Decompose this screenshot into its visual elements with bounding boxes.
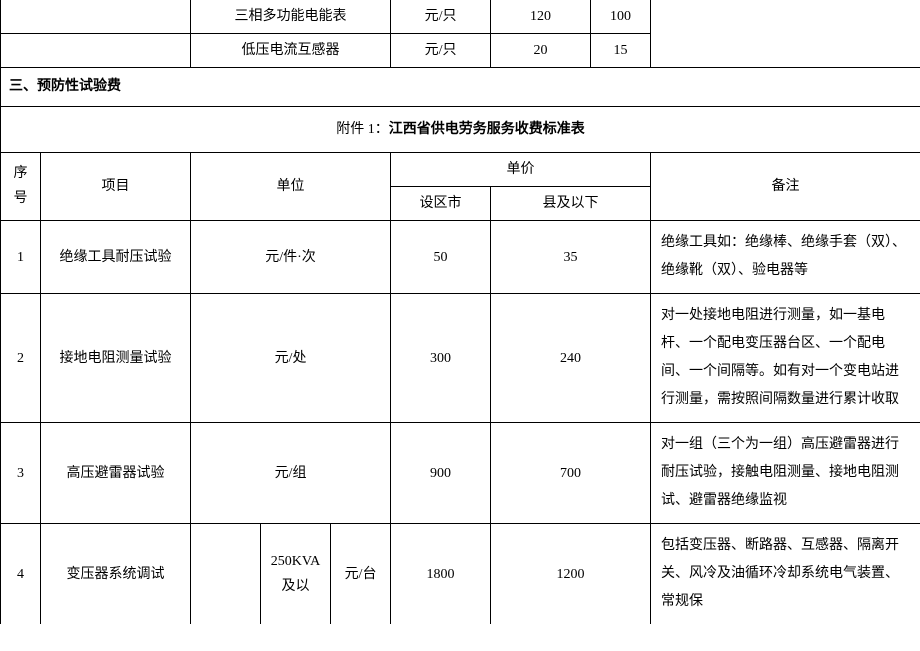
cell-price-county: 700 (491, 423, 651, 524)
header-remark: 备注 (651, 152, 920, 220)
cell-seq: 4 (1, 524, 41, 625)
top-item-price1-2: 20 (491, 34, 591, 68)
section3-row: 三、预防性试验费 (1, 68, 920, 106)
cell-seq: 3 (1, 423, 41, 524)
top-empty-cell-2 (1, 34, 191, 68)
top-item-price1: 120 (491, 0, 591, 34)
cell-remark: 包括变压器、断路器、互感器、隔离开关、风冷及油循环冷却系统电气装置、常规保 (651, 524, 920, 625)
cell-unit: 元/件·次 (191, 221, 391, 294)
top-item-unit: 元/只 (391, 0, 491, 34)
cell-unit: 元/组 (191, 423, 391, 524)
document-table: 三相多功能电能表 元/只 120 100 低压电流互感器 元/只 20 15 三… (0, 0, 920, 624)
table-row: 4 变压器系统调试 250KVA 及以 元/台 1800 1200 包括变压器、… (1, 524, 920, 625)
section3-title: 三、预防性试验费 (1, 68, 920, 106)
cell-remark: 绝缘工具如：绝缘棒、绝缘手套（双）、绝缘靴（双）、验电器等 (651, 221, 920, 294)
header-seq: 序号 (1, 152, 41, 220)
cell-remark: 对一处接地电阻进行测量，如一基电杆、一个配电变压器台区、一个配电间、一个间隔等。… (651, 294, 920, 423)
cell-price-county: 1200 (491, 524, 651, 625)
cell-item: 接地电阻测量试验 (41, 294, 191, 423)
top-remark-empty (651, 0, 920, 68)
cell-item: 高压避雷器试验 (41, 423, 191, 524)
table-row: 1 绝缘工具耐压试验 元/件·次 50 35 绝缘工具如：绝缘棒、绝缘手套（双）… (1, 221, 920, 294)
top-item-price2: 100 (591, 0, 651, 34)
attachment-title-text: 江西省供电劳务服务收费标准表 (389, 122, 585, 137)
cell-sub-spec: 250KVA 及以 (261, 524, 331, 625)
header-price: 单价 (391, 152, 651, 186)
cell-price-city: 50 (391, 221, 491, 294)
top-item-name-2: 低压电流互感器 (191, 34, 391, 68)
table-row: 2 接地电阻测量试验 元/处 300 240 对一处接地电阻进行测量，如一基电杆… (1, 294, 920, 423)
cell-price-city: 300 (391, 294, 491, 423)
cell-price-county: 240 (491, 294, 651, 423)
header-unit: 单位 (191, 152, 391, 220)
cell-remark: 对一组（三个为一组）高压避雷器进行耐压试验，接触电阻测量、接地电阻测试、避雷器绝… (651, 423, 920, 524)
header-row-1: 序号 项目 单位 单价 备注 (1, 152, 920, 186)
table-row: 3 高压避雷器试验 元/组 900 700 对一组（三个为一组）高压避雷器进行耐… (1, 423, 920, 524)
top-row-1: 三相多功能电能表 元/只 120 100 (1, 0, 920, 34)
cell-unit: 元/处 (191, 294, 391, 423)
header-price-city: 设区市 (391, 186, 491, 220)
attachment-title-cell: 附件 1：江西省供电劳务服务收费标准表 (1, 106, 920, 152)
top-empty-cell (1, 0, 191, 34)
cell-item: 绝缘工具耐压试验 (41, 221, 191, 294)
top-item-price2-2: 15 (591, 34, 651, 68)
cell-unit-empty (191, 524, 261, 625)
attachment-prefix: 附件 1： (336, 122, 389, 137)
cell-seq: 1 (1, 221, 41, 294)
top-item-unit-2: 元/只 (391, 34, 491, 68)
header-item: 项目 (41, 152, 191, 220)
cell-sub-unit: 元/台 (331, 524, 391, 625)
cell-price-city: 1800 (391, 524, 491, 625)
cell-seq: 2 (1, 294, 41, 423)
attachment-row: 附件 1：江西省供电劳务服务收费标准表 (1, 106, 920, 152)
header-price-county: 县及以下 (491, 186, 651, 220)
cell-price-county: 35 (491, 221, 651, 294)
cell-price-city: 900 (391, 423, 491, 524)
cell-item: 变压器系统调试 (41, 524, 191, 625)
top-item-name: 三相多功能电能表 (191, 0, 391, 34)
